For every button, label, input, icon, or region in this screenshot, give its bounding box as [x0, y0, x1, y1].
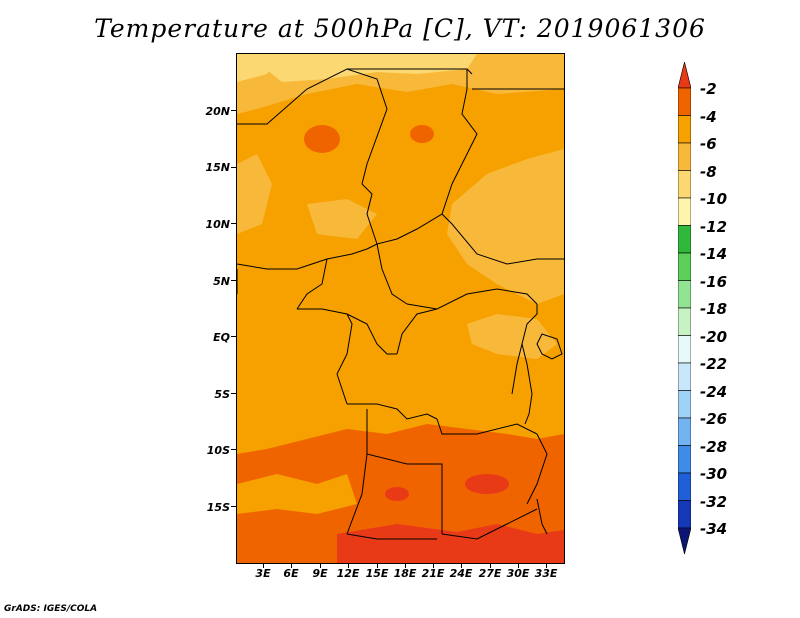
colorbar-box — [678, 417, 691, 446]
colorbar-label: -14 — [700, 245, 728, 263]
lat-label-15s: 15S — [206, 501, 230, 514]
field-south-patch — [237, 474, 357, 514]
colorbar-box — [678, 252, 691, 281]
lon-label-24e: 24E — [449, 567, 473, 580]
field-hotspot-south-2 — [385, 487, 409, 501]
colorbar-box — [678, 445, 691, 474]
colorbar-box — [678, 170, 691, 199]
field-hotspot-south-1 — [465, 474, 509, 494]
colorbar-label: -12 — [700, 218, 728, 236]
lat-label-10s: 10S — [206, 444, 230, 457]
lat-label-5n: 5N — [213, 275, 230, 288]
colorbar-label: -4 — [700, 108, 717, 126]
colorbar-box — [678, 142, 691, 171]
field-hotspot-south-band — [337, 524, 564, 563]
lon-label-6e: 6E — [283, 567, 299, 580]
colorbar-label: -10 — [700, 190, 728, 208]
colorbar-box — [678, 500, 691, 529]
country-borders — [237, 68, 564, 540]
lat-label-15n: 15N — [205, 161, 230, 174]
lon-label-18e: 18E — [393, 567, 417, 580]
colorbar-label: -20 — [700, 328, 728, 346]
field-central-cool — [307, 199, 377, 239]
lon-label-27e: 27E — [478, 567, 502, 580]
temperature-field — [237, 54, 564, 563]
colorbar-box — [678, 362, 691, 391]
colorbar-bottom-arrow — [678, 527, 691, 555]
colorbar-label: -24 — [700, 383, 728, 401]
lat-label-5s: 5S — [214, 388, 230, 401]
colorbar-label: -22 — [700, 355, 728, 373]
colorbar-label: -16 — [700, 273, 728, 291]
lon-label-30e: 30E — [506, 567, 530, 580]
colorbar-box — [678, 335, 691, 364]
lake-outlines — [521, 333, 563, 535]
colorbar-box — [678, 87, 691, 116]
field-east-cool — [447, 149, 564, 304]
colorbar-label: -8 — [700, 163, 717, 181]
colorbar-label: -34 — [700, 520, 728, 538]
colorbar-label: -26 — [700, 410, 728, 428]
lon-label-12e: 12E — [336, 567, 360, 580]
colorbar-label: -2 — [700, 80, 717, 98]
colorbar — [678, 62, 691, 555]
lon-label-15e: 15E — [365, 567, 389, 580]
field-northwest-coolest — [237, 54, 277, 82]
map-title: Temperature at 500hPa [C], VT: 201906130… — [94, 14, 706, 43]
lat-label-10n: 10N — [205, 218, 230, 231]
colorbar-box — [678, 115, 691, 144]
field-west-cool — [237, 154, 272, 234]
colorbar-label: -18 — [700, 300, 728, 318]
colorbar-box — [678, 225, 691, 254]
grads-credit: GrADS: IGES/COLA — [4, 604, 98, 614]
lat-label-eq: EQ — [213, 331, 230, 344]
colorbar-label: -28 — [700, 438, 728, 456]
lon-label-21e: 21E — [421, 567, 445, 580]
colorbar-label: -30 — [700, 465, 728, 483]
field-hotspot-north-2 — [410, 125, 434, 143]
temperature-map — [236, 53, 565, 564]
field-hotspot-north-1 — [304, 125, 340, 153]
colorbar-box — [678, 280, 691, 309]
lon-label-9e: 9E — [312, 567, 328, 580]
colorbar-label: -6 — [700, 135, 717, 153]
field-eq-cool — [467, 314, 557, 359]
colorbar-box — [678, 390, 691, 419]
lon-label-3e: 3E — [255, 567, 271, 580]
colorbar-top-arrow — [678, 62, 691, 89]
colorbar-box — [678, 472, 691, 501]
lat-label-20n: 20N — [205, 105, 230, 118]
field-north-coolest — [262, 54, 477, 82]
colorbar-box — [678, 307, 691, 336]
lon-label-33e: 33E — [534, 567, 558, 580]
colorbar-box — [678, 197, 691, 226]
colorbar-label: -32 — [700, 493, 728, 511]
